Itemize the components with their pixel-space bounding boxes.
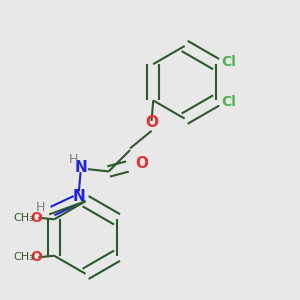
Text: O: O: [30, 211, 42, 225]
Text: Cl: Cl: [221, 95, 236, 109]
Text: CH₃: CH₃: [14, 252, 34, 262]
Text: CH₃: CH₃: [14, 213, 34, 223]
Text: N: N: [73, 189, 85, 204]
Text: N: N: [74, 160, 87, 175]
Text: H: H: [69, 153, 78, 167]
Text: Cl: Cl: [221, 56, 236, 70]
Text: O: O: [30, 250, 42, 264]
Text: H: H: [36, 201, 46, 214]
Text: O: O: [135, 156, 148, 171]
Text: O: O: [145, 116, 158, 130]
